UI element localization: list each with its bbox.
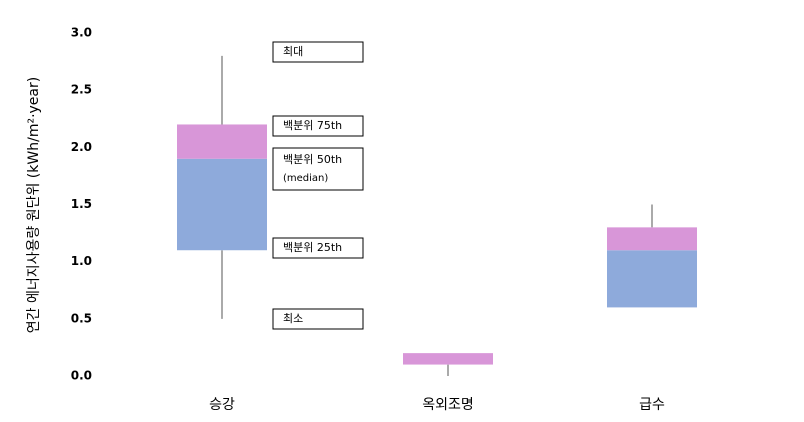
annotation: 최대 [283,45,303,58]
box-lower [177,158,267,251]
annotation-box [272,237,364,259]
annotations: 최대 백분위 75th 백분위 50th (median) 백분위 25th 최… [272,41,364,330]
y-tick-label: 0.5 [71,311,92,325]
box-lower [607,250,697,308]
y-tick-label: 1.5 [71,197,92,211]
x-tick-label: 급수 [639,397,665,413]
annotation-box [272,147,364,191]
annotation: 백분위 75th [283,119,342,132]
annotation-box [272,308,364,330]
x-tick-label: 승강 [209,397,235,413]
y-tick-label: 2.0 [71,140,92,154]
box-upper [177,124,267,159]
y-tick-label: 3.0 [71,26,92,40]
annotation-box [272,115,364,137]
annotation: (median) [283,173,328,184]
annotation: 백분위 50th [283,153,342,166]
annotation: 백분위 25th [283,241,342,254]
annotation: 최소 [283,312,303,325]
y-tick-label: 1.0 [71,254,92,268]
y-tick-label: 2.5 [71,83,92,97]
box-upper [403,353,493,365]
box-upper [607,227,697,251]
annotation-box [272,41,364,63]
x-tick-label: 옥외조명 [422,397,474,413]
y-tick-label: 0.0 [71,369,92,383]
y-axis-label: 연간 에너지사용량 원단위 (kWh/m²·year) [26,77,42,333]
